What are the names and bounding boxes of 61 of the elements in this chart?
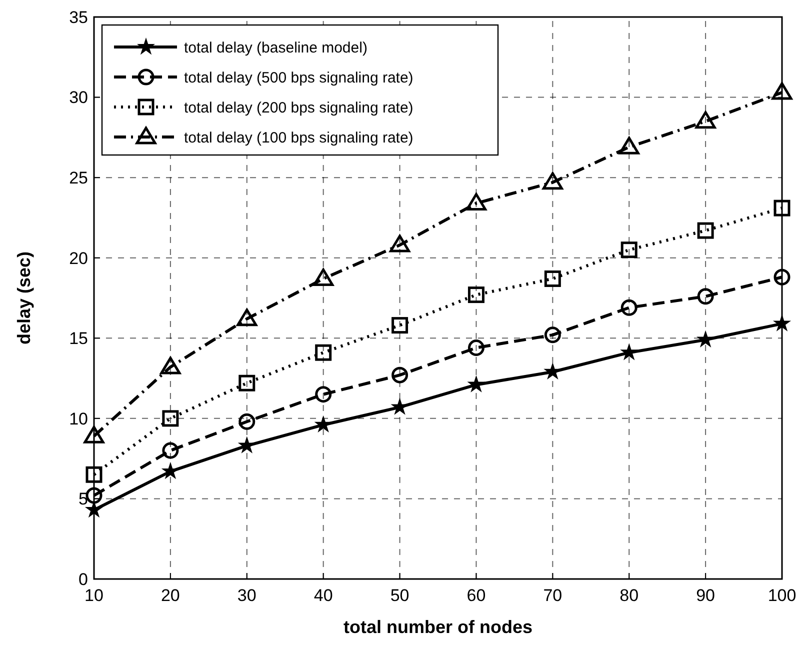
y-axis-title: delay (sec) [14, 251, 34, 345]
point [466, 193, 486, 211]
x-tick-label: 80 [620, 586, 639, 605]
point [618, 136, 640, 154]
x-tick-label: 50 [390, 586, 410, 605]
point [774, 315, 790, 331]
point [238, 437, 255, 453]
point [621, 344, 638, 360]
point [390, 234, 410, 252]
y-tick-label: 30 [69, 88, 88, 108]
point [162, 410, 179, 427]
point [697, 222, 714, 239]
point [86, 502, 102, 517]
x-tick-label: 30 [237, 586, 256, 605]
y-tick-label: 5 [78, 490, 88, 509]
point [698, 331, 714, 347]
legend-label: total delay (200 bps signaling rate) [184, 99, 414, 116]
point [468, 286, 484, 304]
point [315, 386, 332, 403]
point [84, 426, 104, 444]
x-tick-label: 20 [160, 586, 180, 605]
point [544, 363, 561, 379]
point [772, 82, 792, 100]
point [238, 374, 256, 392]
point [392, 317, 408, 334]
point [774, 200, 790, 216]
point [315, 344, 332, 361]
point [313, 268, 334, 286]
point [468, 376, 484, 392]
point [238, 413, 256, 430]
x-tick-label: 60 [466, 586, 486, 605]
point [162, 442, 179, 459]
point [315, 416, 332, 432]
x-tick-label: 100 [768, 586, 796, 605]
point [160, 356, 181, 374]
point [620, 242, 638, 258]
y-tick-label: 15 [69, 329, 88, 348]
point [86, 466, 102, 483]
x-tick-label: 90 [696, 586, 716, 605]
y-tick-label: 25 [69, 168, 88, 188]
point [544, 326, 561, 344]
point [774, 268, 790, 286]
point [695, 111, 716, 129]
point [542, 172, 563, 190]
x-tick-label: 70 [543, 586, 562, 605]
legend-label: total delay (100 bps signaling rate) [184, 129, 414, 146]
legend-label: total delay (500 bps signaling rate) [184, 69, 414, 86]
y-tick-label: 10 [69, 409, 88, 428]
point [468, 340, 484, 356]
x-tick-label: 40 [314, 586, 333, 605]
point [544, 270, 561, 287]
point [697, 288, 714, 305]
point [86, 487, 102, 504]
legend-label: total delay (baseline model) [184, 39, 368, 56]
point [392, 366, 408, 384]
point [236, 308, 258, 326]
x-axis-title: total number of nodes [344, 617, 532, 637]
y-tick-label: 35 [69, 8, 88, 27]
y-tick-label: 0 [78, 570, 88, 589]
point [620, 299, 638, 316]
y-tick-label: 20 [69, 248, 88, 268]
